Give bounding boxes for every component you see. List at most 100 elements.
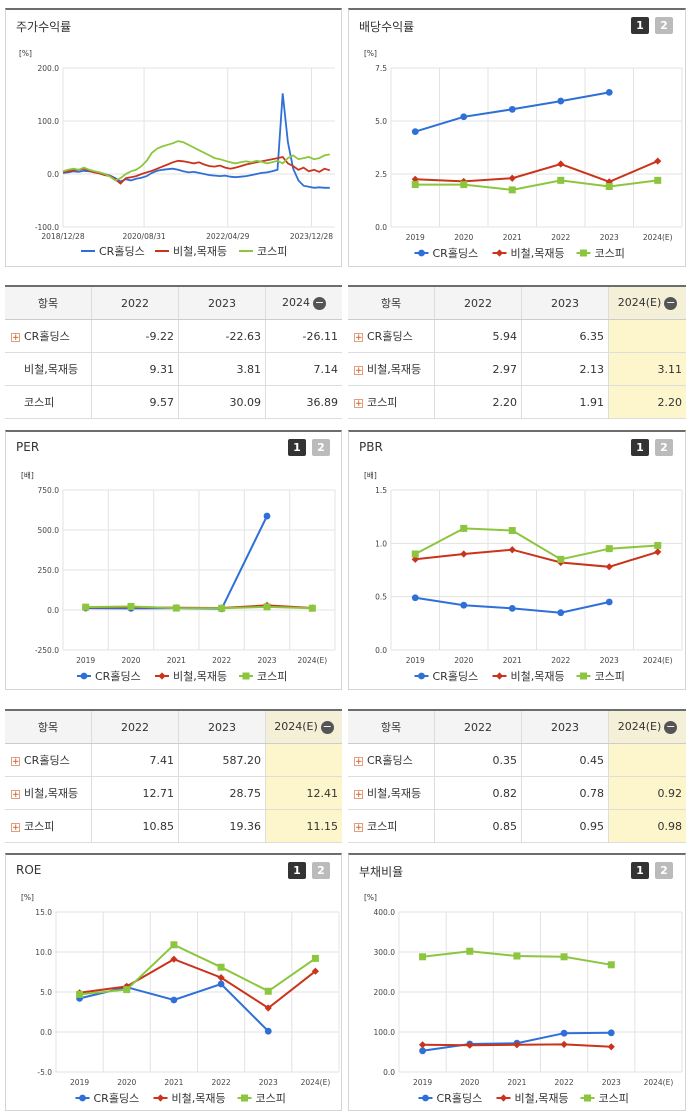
value-cell: 2.97 [434,352,522,386]
expand-plus-icon[interactable]: + [354,332,363,343]
expand-plus-icon[interactable]: + [354,398,363,409]
x-tick-label: 2024(E) [644,1078,674,1087]
y-tick-label: 100.0 [374,1028,396,1037]
x-tick-label: 2020 [454,656,473,665]
y-tick-label: 0.0 [375,646,387,655]
data-point [654,157,662,165]
toggle-2-button[interactable]: 2 [655,439,673,456]
row-label: 코스피 [24,396,55,409]
header-year: 2022 [91,287,179,320]
data-point [411,594,419,602]
series-line-1 [79,958,317,1010]
data-point [170,996,178,1004]
legend-label-2: 코스피 [257,670,287,683]
table-row: + 비철,목재등 2.97 2.13 3.11 [348,352,686,386]
expand-plus-icon[interactable]: + [11,822,20,833]
header-year: 2024(E) − [608,287,686,320]
y-unit: [%] [19,49,32,58]
series-line-1 [415,548,659,568]
data-point [418,1041,427,1049]
y-unit: [배] [21,471,34,480]
toggle-2-button[interactable]: 2 [312,862,330,879]
expand-plus-icon[interactable]: + [354,822,363,833]
debt-ratio-chart: [%] 400.0 300.0 200.0 100.0 0.0 2019 2020 2021 20… [364,893,683,1105]
value-cell: 0.98 [608,809,686,843]
stock-data-table: 항목 2022 2023 2024− + CR홀딩스 -9.22 -22.63 -26.11 비철… [5,287,342,419]
expand-plus-icon[interactable]: + [11,756,20,767]
value-cell: 2.20 [434,385,522,419]
toggle-1-button[interactable]: 1 [288,862,306,879]
y-tick-label: 0.0 [375,223,387,232]
toggle-2-button[interactable]: 2 [655,17,673,34]
toggle-1-button[interactable]: 1 [631,439,649,456]
x-tick-label: 2019 [406,656,425,665]
pbr-table: 항목 2022 2023 2024(E) − + CR홀딩스 0.35 0.45 + 비철,목재등 0… [348,709,686,843]
per-data-table: 항목 2022 2023 2024(E) − + CR홀딩스 7.41 587.20 + 비철,목재… [5,711,342,843]
x-tick-label: 2019 [70,1078,89,1087]
legend-label-0: CR홀딩스 [433,247,479,260]
data-point [460,113,468,121]
x-tick-label: 2024(E) [643,656,673,665]
expand-plus-icon[interactable]: + [11,332,20,343]
collapse-minus-icon[interactable]: − [664,719,678,734]
toggle-2-button[interactable]: 2 [312,439,330,456]
per-table: 항목 2022 2023 2024(E) − + CR홀딩스 7.41 587.20 + 비철,목재… [5,709,342,843]
row-label-cell[interactable]: + CR홀딩스 [348,743,435,777]
toggle-1-button[interactable]: 1 [288,439,306,456]
x-tick-label: 2023 [602,1078,621,1087]
x-tick-label: 2023 [600,233,619,242]
data-point [513,952,521,960]
x-tick-label: 2020 [454,233,473,242]
legend-marker-2 [580,249,587,257]
table-row: + CR홀딩스 7.41 587.20 [5,743,342,777]
value-cell: 2.13 [521,352,609,386]
legend-marker-0 [79,1094,86,1102]
legend-label-1: 비철,목재등 [173,670,227,683]
data-point [411,555,419,563]
row-label-cell[interactable]: + 코스피 [5,809,92,843]
toggle-2-button[interactable]: 2 [655,862,673,879]
row-label-cell[interactable]: + 비철,목재등 [348,776,435,810]
row-label-cell[interactable]: + CR홀딩스 [5,743,92,777]
value-cell [608,319,686,353]
row-label-cell[interactable]: + 코스피 [348,385,435,419]
dividend-data-table: 항목 2022 2023 2024(E) − + CR홀딩스 5.94 6.35 + 비철,목재등 2… [348,287,686,419]
value-cell: 587.20 [178,743,266,777]
y-tick-label: 250.0 [38,566,60,575]
data-point [557,176,565,184]
row-label-cell[interactable]: + 비철,목재등 [348,352,435,386]
data-point [557,97,565,105]
expand-plus-icon[interactable]: + [354,789,363,800]
expand-plus-icon[interactable]: + [354,365,363,376]
toggle-1-button[interactable]: 1 [631,862,649,879]
data-point [460,550,468,558]
data-point [411,181,419,189]
value-cell: -26.11 [265,319,342,353]
x-tick-label: 2023 [259,1078,278,1087]
data-point [607,1029,615,1037]
row-label-cell[interactable]: + CR홀딩스 [348,319,435,353]
expand-plus-icon[interactable]: + [11,789,20,800]
legend-marker-2 [241,1094,248,1102]
x-tick-label: 2024(E) [643,233,673,242]
collapse-minus-icon[interactable]: − [313,295,326,310]
toggle-1-button[interactable]: 1 [631,17,649,34]
value-cell: 1.91 [521,385,609,419]
row-label-cell[interactable]: + 비철,목재등 [5,776,92,810]
collapse-minus-icon[interactable]: − [320,719,334,734]
data-point [605,598,613,606]
expand-plus-icon[interactable]: + [354,756,363,767]
row-label-cell[interactable]: + CR홀딩스 [5,319,92,353]
row-label-cell[interactable]: + 코스피 [348,809,435,843]
header-label: 항목 [37,721,59,734]
legend-marker-2 [242,672,250,680]
header-item: 항목 [5,287,92,320]
header-label: 2022 [121,720,149,734]
header-year: 2023 [521,287,609,320]
collapse-minus-icon[interactable]: − [664,295,678,310]
table-header-row: 항목 2022 2023 2024− [5,287,342,320]
value-cell: 9.31 [91,352,179,386]
x-tick-label: 2022 [551,233,570,242]
header-year: 2023 [178,711,266,744]
header-label: 2023 [551,296,579,310]
